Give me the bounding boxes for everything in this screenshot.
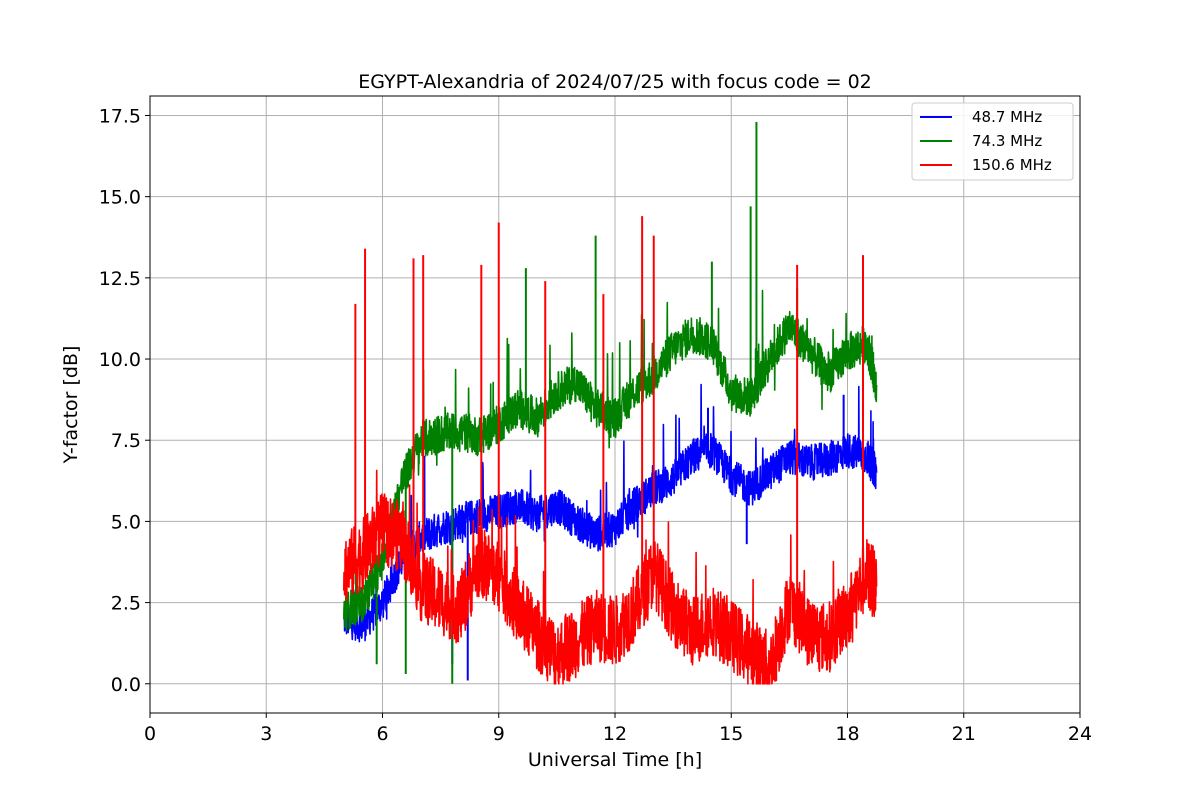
y-tick-label: 12.5: [99, 268, 141, 290]
series-line: [343, 469, 878, 685]
tick-layer: 0 3 6 9 12 15 18 21 24 0.0 2.5 5.0 7.5 10.0 12.5 15.0 17…: [99, 105, 1092, 745]
legend-label: 74.3 MHz: [972, 132, 1042, 150]
legend-label: 48.7 MHz: [972, 108, 1042, 126]
x-tick-label: 12: [603, 723, 627, 745]
x-tick-label: 6: [376, 723, 388, 745]
y-tick-label: 10.0: [99, 349, 141, 371]
y-tick-label: 2.5: [111, 593, 141, 615]
chart-title: EGYPT-Alexandria of 2024/07/25 with focu…: [358, 71, 872, 93]
series-line: [343, 289, 878, 632]
series-layer: [343, 121, 878, 685]
x-tick-label: 15: [719, 723, 743, 745]
legend-label: 150.6 MHz: [972, 156, 1052, 174]
x-tick-label: 0: [144, 723, 156, 745]
y-tick-label: 5.0: [111, 511, 141, 533]
x-tick-label: 21: [952, 723, 976, 745]
x-tick-label: 3: [260, 723, 272, 745]
legend-box: [911, 102, 1074, 181]
y-axis-label: Y-factor [dB]: [60, 346, 82, 465]
x-axis-label: Universal Time [h]: [528, 749, 702, 771]
series-group: [343, 216, 878, 685]
legend: 48.7 MHz 74.3 MHz 150.6 MHz: [911, 102, 1074, 181]
x-tick-label: 9: [493, 723, 505, 745]
x-tick-label: 24: [1068, 723, 1092, 745]
y-tick-label: 7.5: [111, 430, 141, 452]
series-line: [343, 383, 878, 643]
y-tick-label: 15.0: [99, 187, 141, 209]
y-tick-label: 0.0: [111, 674, 141, 696]
x-tick-label: 18: [835, 723, 859, 745]
y-tick-label: 17.5: [99, 105, 141, 127]
